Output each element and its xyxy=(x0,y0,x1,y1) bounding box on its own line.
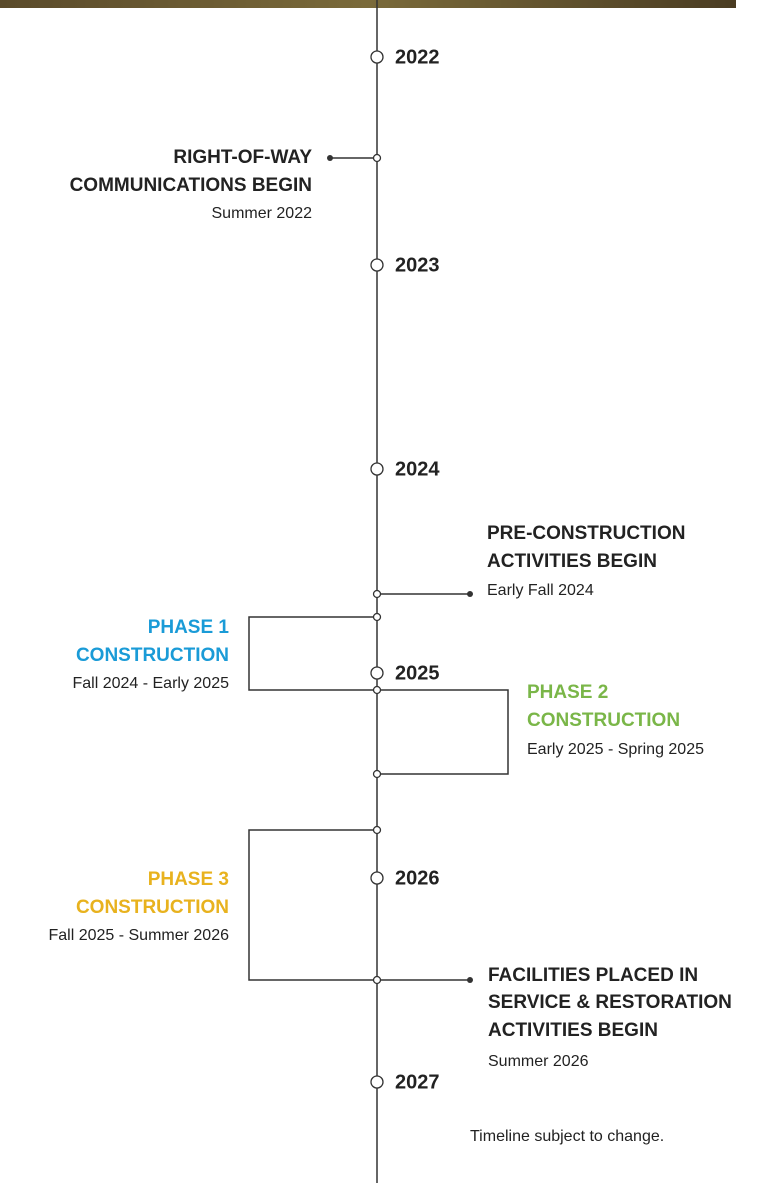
node xyxy=(374,827,381,834)
event-title: PRE-CONSTRUCTION xyxy=(487,523,685,544)
node xyxy=(374,155,381,162)
event-title: PHASE 1 xyxy=(148,617,230,638)
event-date: Fall 2024 - Early 2025 xyxy=(72,675,229,692)
bracket xyxy=(377,690,508,774)
event-date: Fall 2025 - Summer 2026 xyxy=(48,927,229,944)
event-title: COMMUNICATIONS BEGIN xyxy=(70,175,312,196)
bracket xyxy=(249,617,377,690)
event-date: Early Fall 2024 xyxy=(487,582,594,599)
event-title: SERVICE & RESTORATION xyxy=(488,992,732,1013)
bracket xyxy=(249,830,377,980)
event-title: RIGHT-OF-WAY xyxy=(173,147,312,168)
event-title: ACTIVITIES BEGIN xyxy=(488,1020,658,1041)
dot xyxy=(467,977,473,983)
years: 2022 2023 2024 2025 2026 2027 xyxy=(371,46,440,1093)
node xyxy=(374,614,381,621)
dot xyxy=(327,155,333,161)
event-title: CONSTRUCTION xyxy=(76,645,229,666)
event-title: ACTIVITIES BEGIN xyxy=(487,551,657,572)
header-photo xyxy=(0,0,736,8)
year-label: 2026 xyxy=(395,867,440,889)
event-date: Early 2025 - Spring 2025 xyxy=(527,741,704,758)
year-marker xyxy=(371,463,383,475)
node xyxy=(374,977,381,984)
event-date: Summer 2022 xyxy=(212,205,313,222)
event-title: CONSTRUCTION xyxy=(527,710,680,731)
node xyxy=(374,591,381,598)
year-label: 2025 xyxy=(395,662,440,684)
year-marker xyxy=(371,51,383,63)
node xyxy=(374,771,381,778)
event-title: PHASE 2 xyxy=(527,682,608,703)
event-title: FACILITIES PLACED IN xyxy=(488,965,698,986)
year-label: 2024 xyxy=(395,458,440,480)
year-label: 2022 xyxy=(395,46,440,68)
event-title: CONSTRUCTION xyxy=(76,897,229,918)
timeline: 2022 2023 2024 2025 2026 2027 RIGHT-OF-W… xyxy=(0,0,761,1183)
dot xyxy=(467,591,473,597)
event-title: PHASE 3 xyxy=(148,869,229,890)
year-marker xyxy=(371,259,383,271)
year-label: 2023 xyxy=(395,254,440,276)
note: Timeline subject to change. xyxy=(470,1128,664,1145)
year-marker xyxy=(371,1076,383,1088)
year-label: 2027 xyxy=(395,1071,440,1093)
event-date: Summer 2026 xyxy=(488,1053,589,1070)
year-marker xyxy=(371,667,383,679)
node xyxy=(374,687,381,694)
year-marker xyxy=(371,872,383,884)
